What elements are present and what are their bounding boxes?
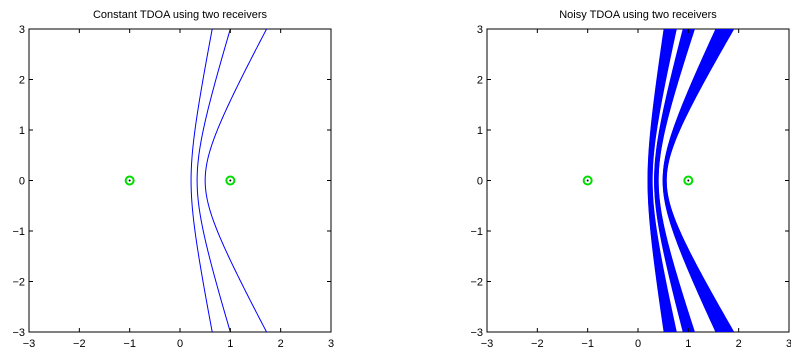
plot-content — [647, 29, 735, 332]
x-tick-label: 1 — [685, 338, 691, 350]
chart-panel-1: −3 −2 −1 0 1 2 3 −3 −2 −1 0 1 2 3 Constant TDOA using … — [12, 9, 334, 350]
x-tick-label: 2 — [278, 338, 284, 350]
y-tick-label: −1 — [470, 226, 483, 238]
x-tick-label: 1 — [227, 338, 233, 350]
x-tick-label: −3 — [23, 338, 36, 350]
receiver-marker-2 — [683, 175, 694, 186]
noisy-band-1-line — [651, 29, 677, 332]
y-tick-label: 3 — [19, 24, 25, 36]
y-tick-label: 0 — [19, 176, 25, 188]
receiver-center-dot-2 — [687, 179, 690, 182]
x-tick-label: 2 — [736, 338, 742, 350]
x-tick-label: −2 — [73, 338, 86, 350]
x-tick-label: −1 — [581, 338, 594, 350]
y-tick-label: 1 — [477, 125, 483, 137]
y-tick-label: 0 — [477, 176, 483, 188]
receiver-center-dot-1 — [128, 179, 131, 182]
y-tick-label: 2 — [477, 75, 483, 87]
receiver-center-dot-1 — [586, 179, 589, 182]
series-line-3 — [204, 29, 268, 332]
receiver-center-dot-2 — [229, 179, 232, 182]
receiver-marker-1 — [124, 175, 135, 186]
receiver-marker-2 — [225, 175, 236, 186]
chart-title: Constant TDOA using two receivers — [93, 9, 268, 21]
y-tick-label: 3 — [477, 24, 483, 36]
noisy-band-3-line — [665, 29, 735, 332]
x-tick-label: −3 — [481, 338, 494, 350]
y-tick-label: −1 — [12, 226, 25, 238]
y-tick-label: −3 — [12, 327, 25, 339]
noisy-band-2-line — [657, 29, 695, 332]
y-tick-label: −2 — [12, 277, 25, 289]
series-line-1 — [190, 29, 213, 332]
plot-area — [28, 28, 332, 333]
plot-content — [190, 29, 268, 332]
series-line-2 — [196, 29, 231, 332]
x-tick-label: −2 — [531, 338, 544, 350]
y-tick-label: 1 — [19, 125, 25, 137]
x-tick-label: 0 — [635, 338, 641, 350]
plot-area — [486, 28, 790, 333]
chart-title: Noisy TDOA using two receivers — [559, 9, 717, 21]
x-tick-label: −1 — [123, 338, 136, 350]
y-tick-label: 2 — [19, 75, 25, 87]
x-tick-label: 3 — [786, 338, 791, 350]
chart-panel-2: −3 −2 −1 0 1 2 3 −3 −2 −1 0 1 2 3 Noisy TDOA using two… — [470, 9, 791, 350]
x-tick-label: 3 — [328, 338, 334, 350]
receiver-marker-1 — [582, 175, 593, 186]
y-tick-label: −3 — [470, 327, 483, 339]
y-tick-label: −2 — [470, 277, 483, 289]
x-tick-label: 0 — [177, 338, 183, 350]
